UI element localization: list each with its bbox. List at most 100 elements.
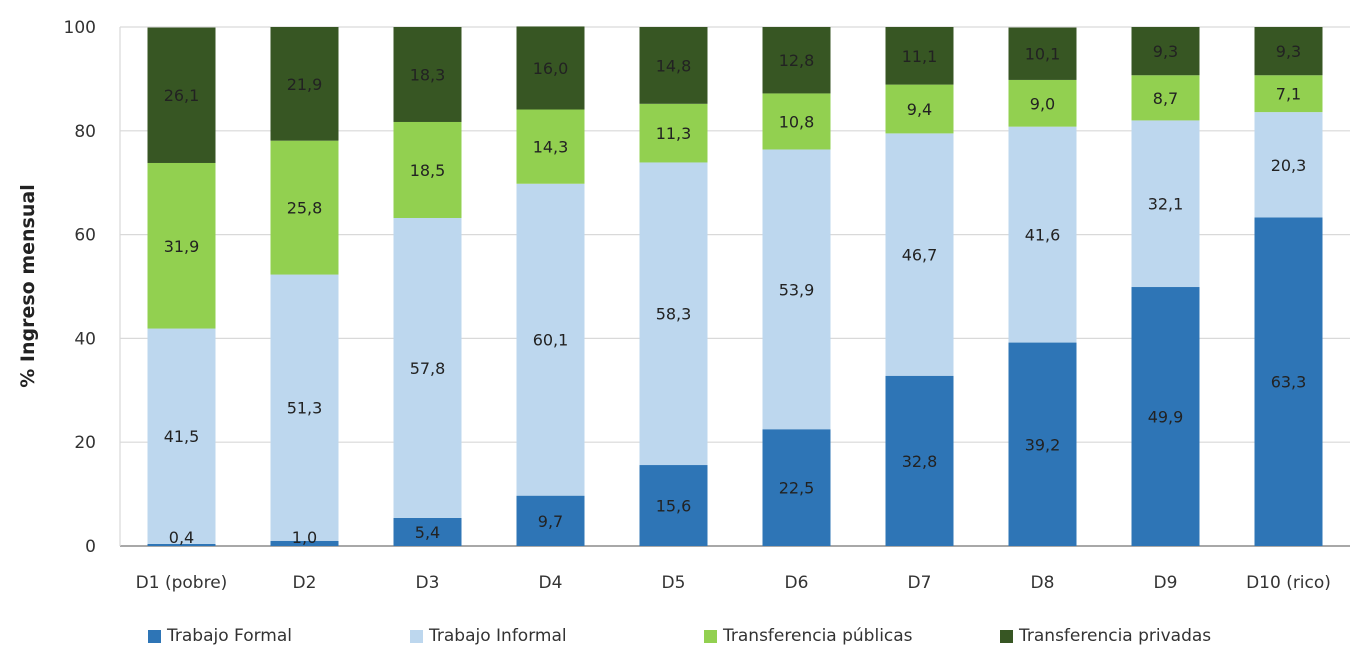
x-tick-label: D4 — [539, 573, 563, 593]
legend-swatch — [1000, 629, 1013, 643]
data-label: 53,9 — [779, 280, 815, 299]
bar-segment — [639, 465, 708, 546]
bar-segment — [393, 27, 462, 122]
data-label: 63,3 — [1271, 373, 1307, 392]
data-label: 41,5 — [164, 427, 200, 446]
data-label: 9,4 — [907, 100, 932, 119]
legend-label: Trabajo Informal — [429, 626, 567, 646]
data-label: 51,3 — [287, 399, 323, 418]
bar-segment — [516, 495, 585, 546]
legend-label: Transferencia públicas — [723, 626, 913, 646]
bar-segment — [1131, 27, 1200, 76]
bar-segment — [1131, 287, 1200, 546]
x-tick-label: D5 — [662, 573, 686, 593]
bar-segment — [639, 103, 708, 163]
bar-segment — [762, 93, 831, 150]
data-label: 12,8 — [779, 51, 815, 70]
bar-segment — [762, 27, 831, 94]
bar-segment — [393, 517, 462, 546]
data-label: 57,8 — [410, 359, 446, 378]
x-tick-label: D2 — [293, 573, 317, 593]
bar-segment — [147, 543, 216, 546]
bar-segment — [885, 84, 954, 134]
bar-segment — [270, 540, 339, 546]
data-label: 10,8 — [779, 112, 815, 131]
legend-swatch — [410, 629, 423, 643]
data-label: 16,0 — [533, 59, 569, 78]
data-labels: 0,4 41,5 31,9 26,1 1,0 51,3 25,8 21,9 5,4 57,8 18,… — [164, 42, 1307, 547]
y-tick-label: 60 — [74, 226, 96, 246]
data-label: 5,4 — [415, 523, 440, 542]
data-label: 18,5 — [410, 161, 446, 180]
data-label: 7,1 — [1276, 85, 1301, 104]
bar-segment — [885, 27, 954, 85]
bar-segment — [1131, 75, 1200, 121]
data-label: 20,3 — [1271, 156, 1307, 175]
data-label: 9,3 — [1276, 42, 1301, 61]
bar-segment — [516, 26, 585, 110]
data-label: 58,3 — [656, 305, 692, 324]
bar-segment — [393, 217, 462, 518]
data-label: 14,3 — [533, 138, 569, 157]
data-label: 9,0 — [1030, 94, 1055, 113]
y-axis-label: % Ingreso mensual — [17, 184, 39, 387]
x-tick-label: D8 — [1031, 573, 1055, 593]
bar-segment — [1008, 342, 1077, 546]
legend-label: Transferencia privadas — [1019, 626, 1212, 646]
legend-item: Trabajo Informal — [410, 618, 567, 654]
legend-item: Transferencia públicas — [704, 618, 913, 654]
bar-segment — [762, 149, 831, 430]
bar-segment — [885, 375, 954, 546]
x-tick-label: D7 — [908, 573, 932, 593]
bar-segment — [1131, 120, 1200, 288]
bar-segment — [516, 183, 585, 496]
y-tick-label: 0 — [85, 537, 96, 557]
x-tick-label: D6 — [785, 573, 809, 593]
data-label: 32,8 — [902, 452, 938, 471]
bar-segment — [270, 27, 339, 141]
bar-segment — [762, 429, 831, 546]
data-label: 46,7 — [902, 246, 938, 265]
bar-segment — [270, 274, 339, 541]
bar-segment — [147, 162, 216, 329]
bar-segment — [1254, 112, 1323, 218]
data-label: 25,8 — [287, 199, 323, 218]
data-label: 49,9 — [1148, 408, 1184, 427]
data-label: 15,6 — [656, 497, 692, 516]
data-label: 8,7 — [1153, 89, 1178, 108]
bar-segment — [516, 109, 585, 184]
bar-segment — [147, 27, 216, 163]
x-tick-label: D9 — [1154, 573, 1178, 593]
bar-segment — [885, 133, 954, 376]
legend-item: Transferencia privadas — [1000, 618, 1211, 654]
bar-segment — [1008, 126, 1077, 343]
y-tick-label: 40 — [74, 329, 96, 349]
data-label: 9,3 — [1153, 42, 1178, 61]
bar-segment — [1008, 79, 1077, 127]
data-label: 9,7 — [538, 512, 563, 531]
y-tick-label: 100 — [64, 18, 96, 38]
data-label: 39,2 — [1025, 435, 1061, 454]
data-label: 26,1 — [164, 86, 200, 105]
bar-segment — [639, 162, 708, 466]
legend-swatch — [148, 629, 161, 643]
data-label: 18,3 — [410, 65, 446, 84]
y-tick-label: 80 — [74, 122, 96, 142]
bar-segment — [1254, 75, 1323, 113]
x-tick-label: D1 (pobre) — [136, 573, 228, 593]
x-tick-label: D3 — [416, 573, 440, 593]
bar-segment — [1008, 27, 1077, 80]
bar-segment — [639, 27, 708, 104]
legend-label: Trabajo Formal — [167, 626, 292, 646]
data-label: 41,6 — [1025, 226, 1061, 245]
bar-segment — [147, 328, 216, 544]
data-label: 11,3 — [656, 124, 692, 143]
data-label: 21,9 — [287, 75, 323, 94]
bar-segment — [1254, 27, 1323, 76]
bar-segment — [1254, 217, 1323, 546]
data-label: 14,8 — [656, 56, 692, 75]
bars — [147, 26, 1323, 546]
legend-swatch — [704, 629, 717, 643]
data-label: 11,1 — [902, 47, 938, 66]
